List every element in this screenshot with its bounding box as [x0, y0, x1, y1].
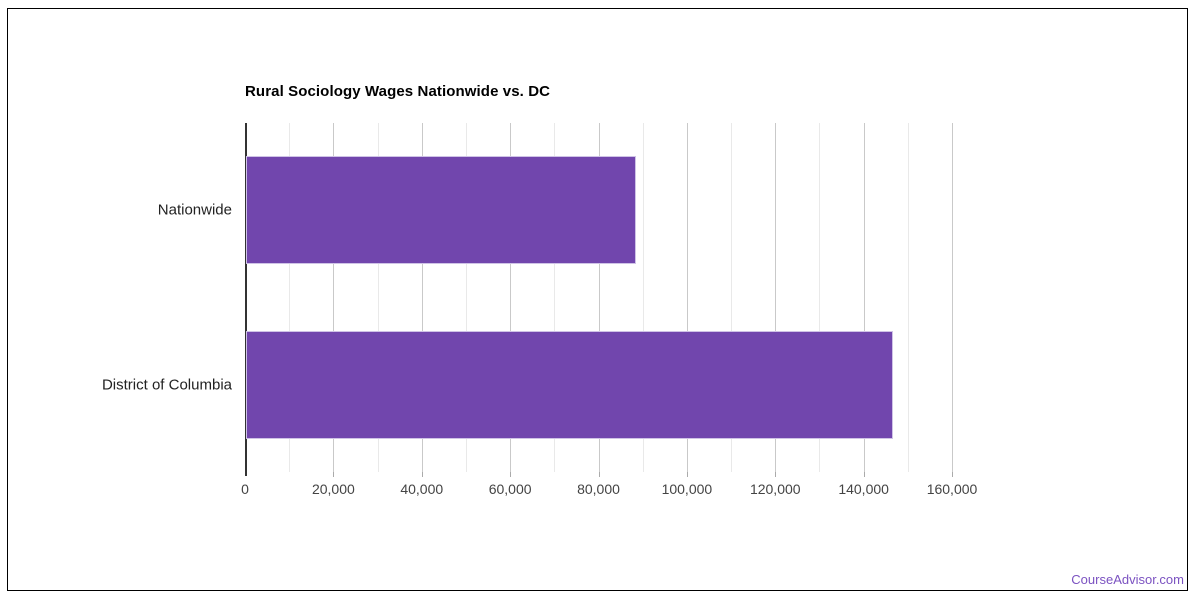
x-tick-label: 0	[241, 481, 249, 497]
major-gridline	[510, 123, 512, 472]
minor-gridline	[377, 123, 379, 472]
x-tick-label: 60,000	[488, 481, 532, 497]
x-axis-tick-mark	[421, 472, 423, 477]
x-tick-label: 100,000	[661, 481, 713, 497]
major-gridline	[686, 123, 688, 472]
minor-gridline	[554, 123, 556, 472]
chart-frame	[7, 8, 1188, 591]
x-tick-label: 160,000	[926, 481, 978, 497]
plot-area	[245, 123, 985, 477]
x-tick-label: 20,000	[311, 481, 355, 497]
minor-gridline	[907, 123, 909, 472]
chart-title: Rural Sociology Wages Nationwide vs. DC	[245, 83, 551, 100]
bar-district-of-columbia	[246, 330, 893, 439]
x-axis-tick-mark	[510, 472, 512, 477]
major-gridline	[863, 123, 865, 472]
bar-nationwide	[246, 156, 636, 265]
x-tick-label: 80,000	[577, 481, 620, 497]
major-gridline	[952, 123, 953, 472]
minor-gridline	[465, 123, 467, 472]
x-axis-tick-mark	[333, 472, 335, 477]
minor-gridline	[819, 123, 821, 472]
x-axis-tick-mark	[863, 472, 865, 477]
x-axis-tick-mark	[598, 472, 600, 477]
y-axis-line	[245, 123, 247, 476]
x-axis-tick-mark	[775, 472, 777, 477]
category-label: Nationwide	[157, 201, 232, 219]
minor-gridline	[731, 123, 733, 472]
y-axis-category-labels: Nationwide District of Columbia	[0, 123, 232, 472]
minor-gridline	[642, 123, 644, 472]
x-axis-tick-labels: 0 20,000 40,000 60,000 80,000 100,000 120,000 1…	[0, 481, 1200, 501]
x-tick-label: 120,000	[749, 481, 801, 497]
courseadvisor-link[interactable]: CourseAdvisor.com	[1071, 572, 1184, 587]
x-tick-label: 140,000	[838, 481, 889, 497]
minor-gridline	[289, 123, 291, 472]
major-gridline	[421, 123, 423, 472]
category-label: District of Columbia	[101, 376, 232, 394]
major-gridline	[333, 123, 335, 472]
x-axis-tick-mark	[686, 472, 688, 477]
x-tick-label: 40,000	[400, 481, 444, 497]
x-axis-tick-mark	[952, 472, 953, 477]
major-gridline	[775, 123, 777, 472]
major-gridline	[598, 123, 600, 472]
